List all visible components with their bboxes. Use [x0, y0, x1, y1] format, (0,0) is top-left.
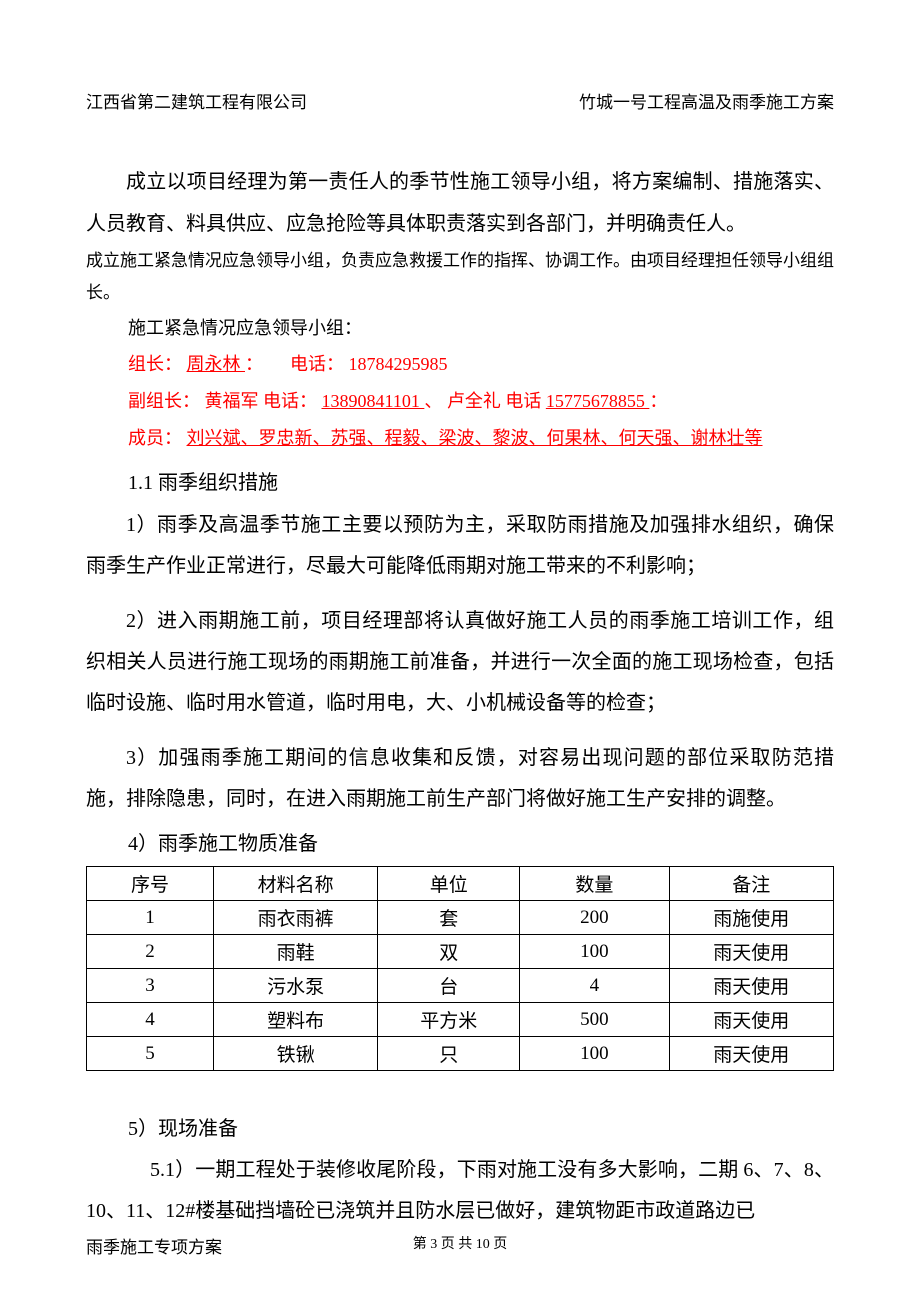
leader-tel: 18784295985: [349, 354, 448, 374]
post-table-block: 5）现场准备 5.1）一期工程处于装修收尾阶段，下雨对施工没有多大影响，二期 6…: [86, 1109, 834, 1232]
org-member-line: 成员： 刘兴斌、罗忠新、苏强、程毅、梁波、黎波、何果林、何天强、谢林壮等: [128, 420, 834, 457]
table-cell: 3: [87, 969, 214, 1003]
page-header: 江西省第二建筑工程有限公司 竹城一号工程高温及雨季施工方案: [86, 88, 834, 113]
th-remark: 备注: [669, 867, 833, 901]
org-title: 施工紧急情况应急领导小组：: [128, 310, 834, 347]
vice1-tel: 13890841101: [322, 391, 425, 411]
table-cell: 雨天使用: [669, 935, 833, 969]
th-seq: 序号: [87, 867, 214, 901]
section-1-1: 1.1 雨季组织措施: [128, 463, 834, 503]
colon2: ：: [649, 391, 667, 411]
table-cell: 污水泵: [213, 969, 377, 1003]
header-company: 江西省第二建筑工程有限公司: [86, 88, 307, 113]
table-cell: 台: [378, 969, 520, 1003]
table-cell: 4: [87, 1003, 214, 1037]
org-block: 施工紧急情况应急领导小组： 组长： 周永林 ： 电话： 18784295985 …: [128, 310, 834, 458]
materials-table: 序号 材料名称 单位 数量 备注 1雨衣雨裤套200雨施使用2雨鞋双100雨天使…: [86, 866, 834, 1071]
table-cell: 双: [378, 935, 520, 969]
th-name: 材料名称: [213, 867, 377, 901]
leader-name: 周永林: [187, 354, 246, 374]
paragraph-1: 成立以项目经理为第一责任人的季节性施工领导小组，将方案编制、措施落实、人员教育、…: [86, 161, 834, 245]
vice2-tel: 15775678855: [546, 391, 650, 411]
table-cell: 铁锹: [213, 1037, 377, 1071]
org-vice-line: 副组长： 黄福军 电话： 13890841101 、 卢全礼 电话 157756…: [128, 383, 834, 420]
paragraph-2: 成立施工紧急情况应急领导小组，负责应急救援工作的指挥、协调工作。由项目经理担任领…: [86, 245, 834, 310]
vice2-tel-label: 电话: [505, 391, 541, 411]
table-row: 2雨鞋双100雨天使用: [87, 935, 834, 969]
table-cell: 雨施使用: [669, 901, 833, 935]
vice1-tel-label: 电话：: [263, 391, 317, 411]
item-3: 3）加强雨季施工期间的信息收集和反馈，对容易出现问题的部位采取防范措施，排除隐患…: [86, 738, 834, 820]
table-row: 5铁锹只100雨天使用: [87, 1037, 834, 1071]
th-unit: 单位: [378, 867, 520, 901]
vice2-name: 卢全礼: [447, 391, 506, 411]
table-cell: 套: [378, 901, 520, 935]
item-5-1: 5.1）一期工程处于装修收尾阶段，下雨对施工没有多大影响，二期 6、7、8、10…: [86, 1150, 834, 1232]
member-label: 成员：: [128, 428, 182, 448]
table-row: 3污水泵台4雨天使用: [87, 969, 834, 1003]
page-footer: 雨季施工专项方案 第 3 页 共 10 页: [86, 1233, 834, 1258]
table-header-row: 序号 材料名称 单位 数量 备注: [87, 867, 834, 901]
leader-label: 组长：: [128, 354, 182, 374]
footer-center: 第 3 页 共 10 页: [413, 1233, 508, 1253]
header-project: 竹城一号工程高温及雨季施工方案: [579, 88, 834, 113]
item-1: 1）雨季及高温季节施工主要以预防为主，采取防雨措施及加强排水组织，确保雨季生产作…: [86, 505, 834, 587]
footer-left: 雨季施工专项方案: [86, 1233, 222, 1258]
table-cell: 1: [87, 901, 214, 935]
members: 刘兴斌、罗忠新、苏强、程毅、梁波、黎波、何果林、何天强、谢林壮等: [187, 428, 763, 448]
table-cell: 200: [520, 901, 669, 935]
table-cell: 雨鞋: [213, 935, 377, 969]
table-cell: 500: [520, 1003, 669, 1037]
table-cell: 塑料布: [213, 1003, 377, 1037]
table-cell: 雨天使用: [669, 1003, 833, 1037]
item-2: 2）进入雨期施工前，项目经理部将认真做好施工人员的雨季施工培训工作，组织相关人员…: [86, 601, 834, 724]
org-leader-line: 组长： 周永林 ： 电话： 18784295985: [128, 346, 834, 383]
table-row: 1雨衣雨裤套200雨施使用: [87, 901, 834, 935]
vice-label: 副组长：: [128, 391, 200, 411]
table-cell: 雨衣雨裤: [213, 901, 377, 935]
table-cell: 5: [87, 1037, 214, 1071]
item-5: 5）现场准备: [128, 1109, 834, 1150]
table-cell: 平方米: [378, 1003, 520, 1037]
table-cell: 2: [87, 935, 214, 969]
table-cell: 雨天使用: [669, 969, 833, 1003]
table-cell: 只: [378, 1037, 520, 1071]
item-4: 4）雨季施工物质准备: [128, 824, 834, 864]
table-cell: 雨天使用: [669, 1037, 833, 1071]
vice1-name: 黄福军: [205, 391, 264, 411]
th-qty: 数量: [520, 867, 669, 901]
tel-label: 电话：: [290, 354, 344, 374]
table-cell: 100: [520, 1037, 669, 1071]
table-cell: 4: [520, 969, 669, 1003]
sep: 、: [424, 391, 442, 411]
table-row: 4塑料布平方米500雨天使用: [87, 1003, 834, 1037]
colon: ：: [245, 354, 263, 374]
table-cell: 100: [520, 935, 669, 969]
